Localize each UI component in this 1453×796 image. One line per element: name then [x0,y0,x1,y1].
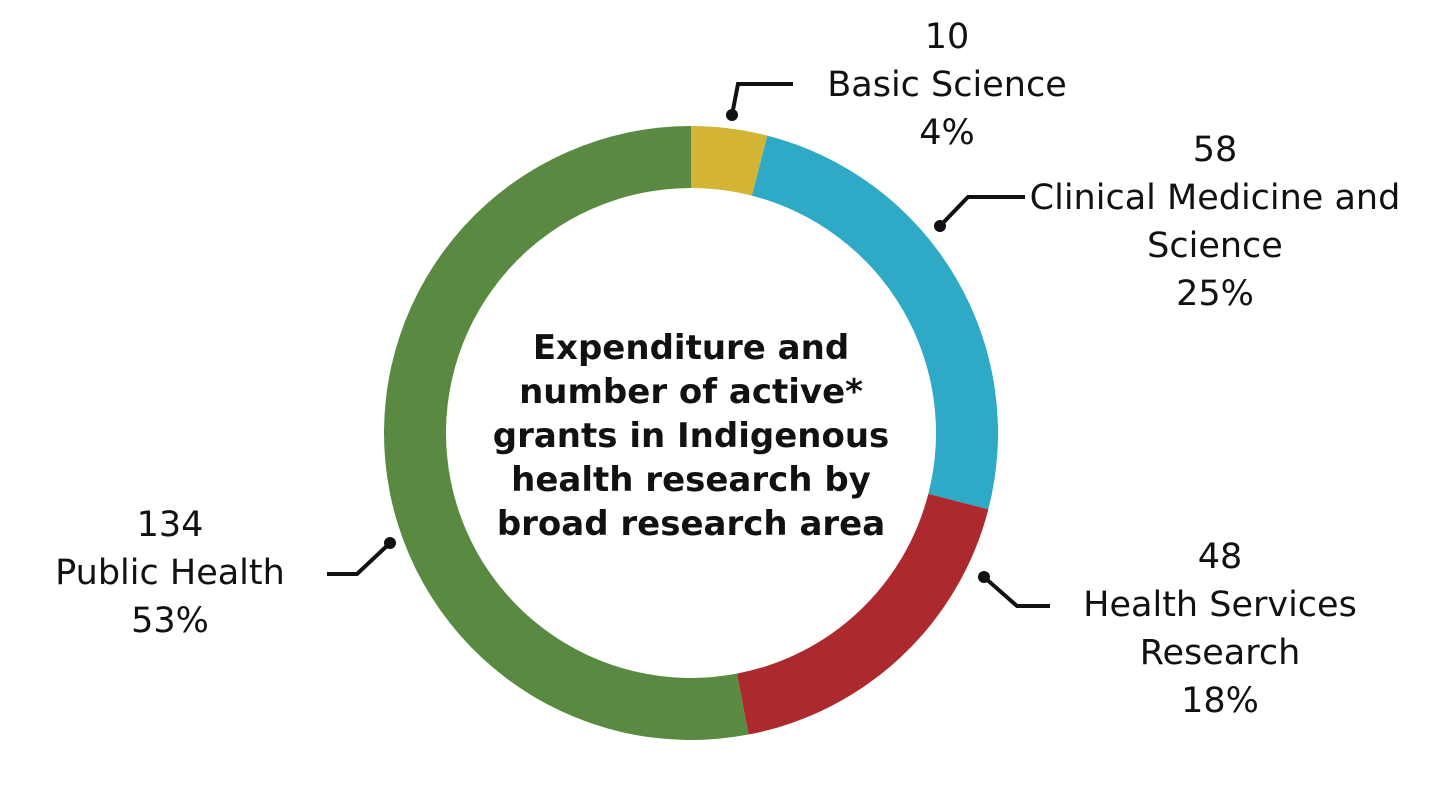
value-label: 25% [1176,274,1254,314]
data-label: 48 Health Services Research 18% [1045,533,1395,725]
count-label: 48 [1197,537,1243,577]
value-label: 53% [131,601,209,641]
category-label: Basic Science [827,65,1067,105]
category-label: Public Health [55,553,285,593]
category-label: Clinical Medicine and Science [1029,178,1401,266]
leader-line [938,195,1025,228]
leader-line [327,541,392,576]
leaders [327,82,1050,608]
leader-dot [934,220,946,232]
leader-line [982,575,1050,608]
leader-dot [978,571,990,583]
donut-segment [691,126,768,196]
leader-dot [726,109,738,121]
donut-segment [384,125,749,740]
leader-dot [384,537,396,549]
count-label: 134 [136,505,204,545]
donut-segment [751,135,998,510]
category-label: Health Services Research [1083,585,1357,673]
leader-line [730,82,793,116]
value-label: 18% [1181,681,1259,721]
count-label: 58 [1192,130,1238,170]
leader-dots [384,109,990,583]
data-label: 58 Clinical Medicine and Science 25% [1025,126,1405,318]
data-label: 10 Basic Science 4% [787,13,1107,157]
data-label: 134 Public Health 53% [10,501,330,645]
donut-segment [736,493,989,735]
value-label: 4% [919,113,975,153]
chart-title: Expenditure and number of active* grants… [492,328,890,544]
count-label: 10 [924,17,970,57]
